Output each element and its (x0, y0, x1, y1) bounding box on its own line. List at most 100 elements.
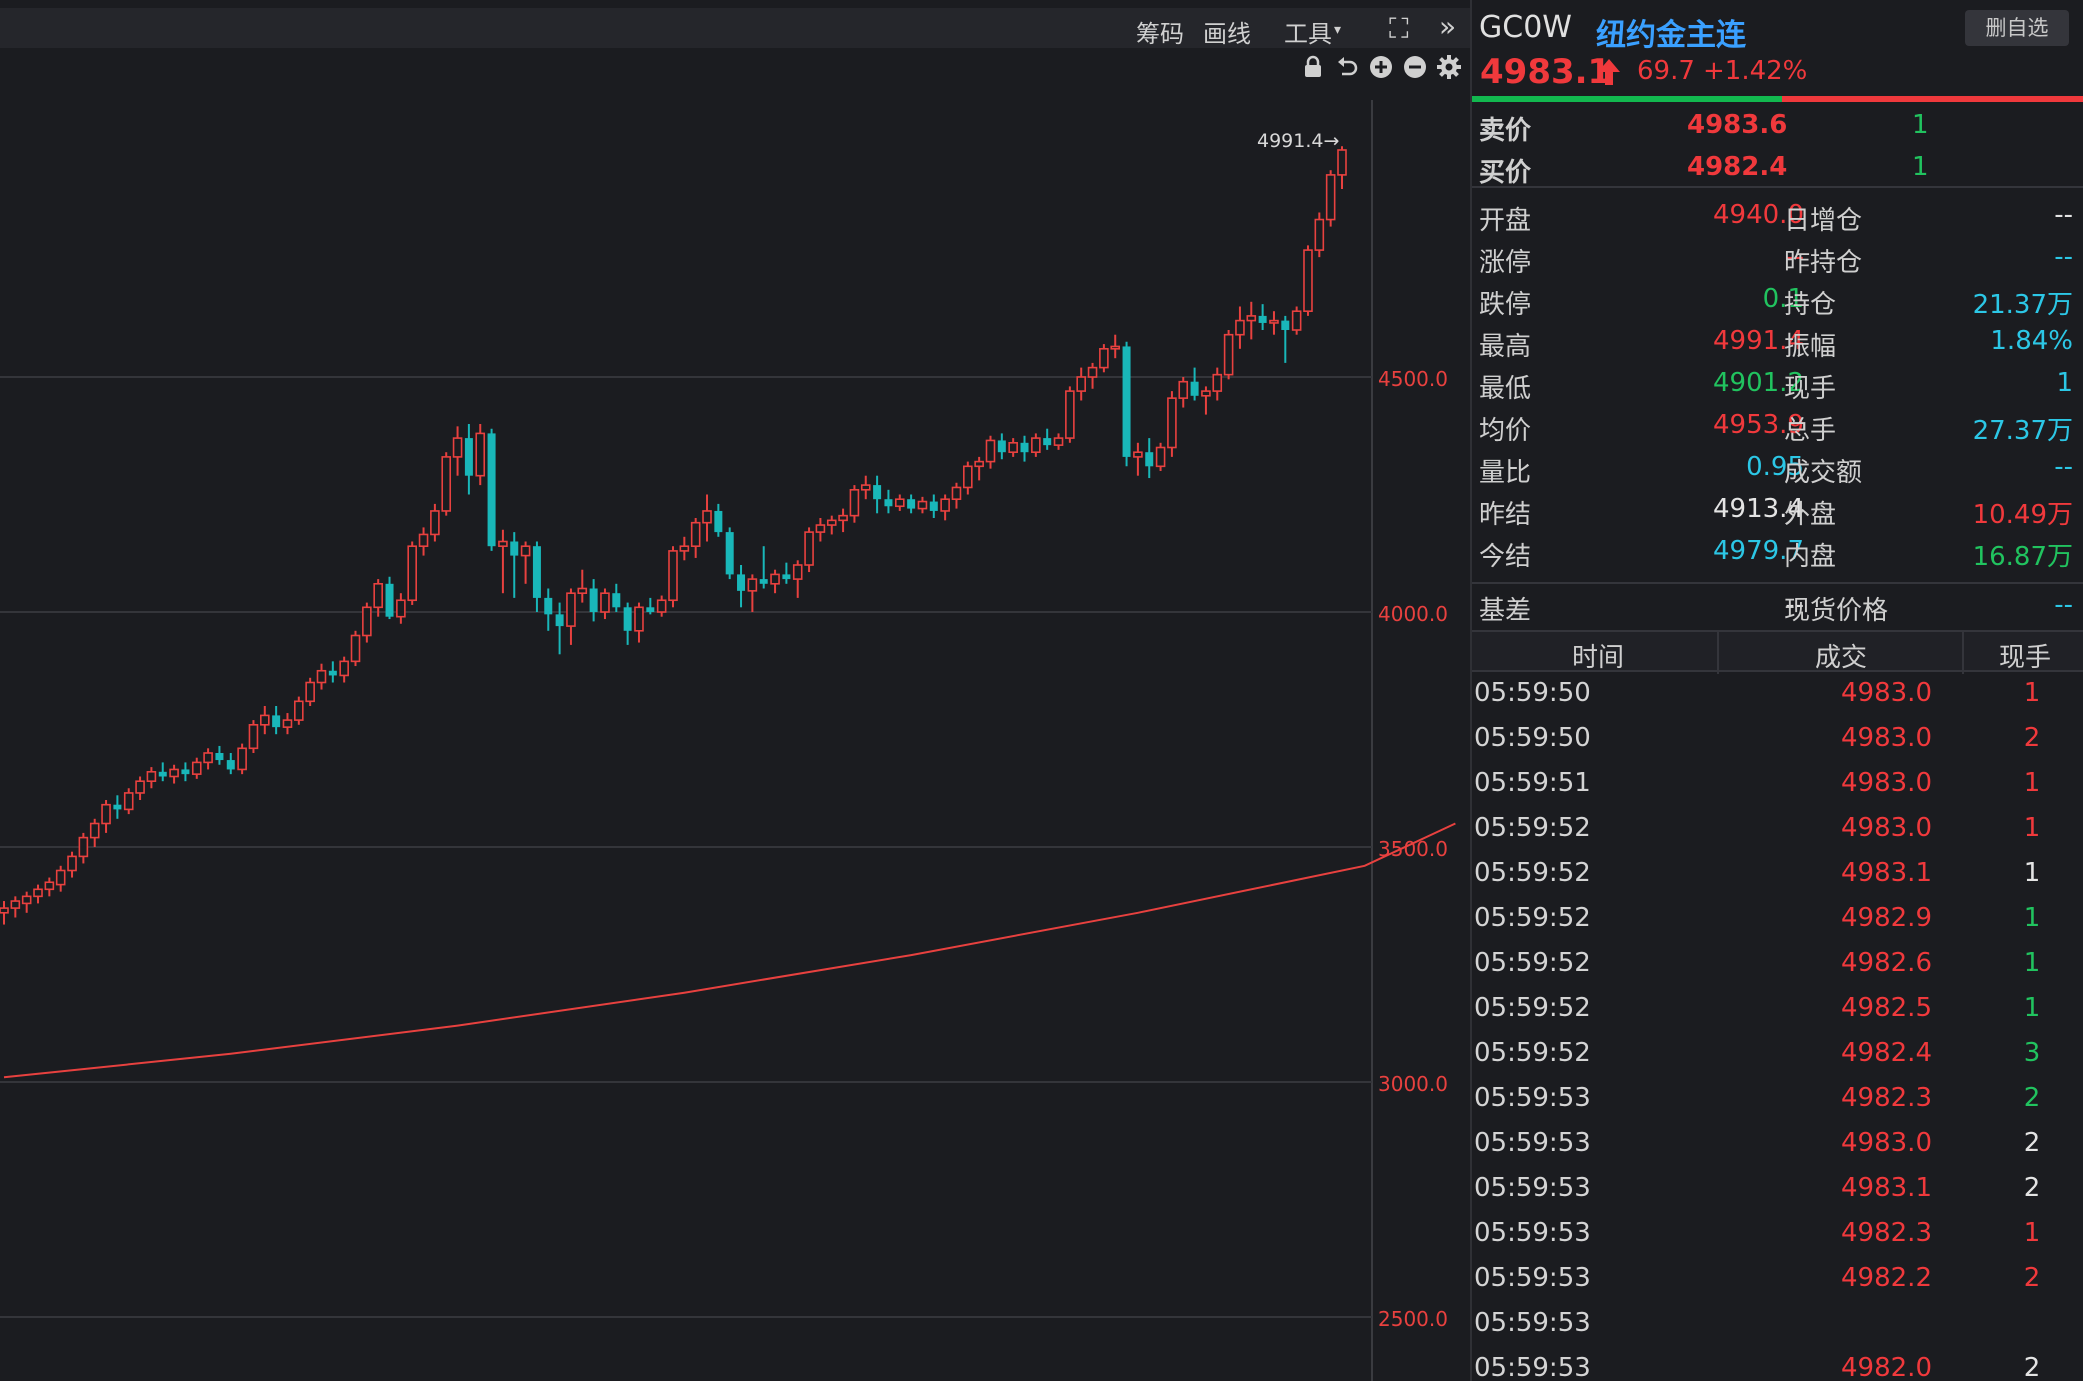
candle-body (248, 723, 259, 750)
tick-price: 4983.0 (1841, 723, 1932, 753)
spot-price-label: 现货价格 (1784, 596, 1889, 626)
candle-body (1314, 218, 1325, 251)
tick-price: 4982.4 (1841, 1038, 1932, 1068)
stat-label: 昨结 (1479, 500, 1532, 530)
candle-body (963, 465, 973, 489)
candle-body (272, 715, 281, 728)
candle-body (203, 752, 213, 764)
candle-body (555, 614, 564, 627)
tick-row: 05:59:52 4982.6 1 (1472, 944, 2083, 989)
tick-row: 05:59:53 4982.3 2 (1472, 1079, 2083, 1124)
candle-body (782, 574, 791, 580)
candle-body (21, 895, 32, 905)
stat-value: 4913.4 (1713, 494, 1804, 524)
stat-value: 10.49万 (1972, 500, 2073, 530)
stat-value: -- (1785, 242, 1804, 272)
candle-body (544, 597, 553, 615)
candle-body (135, 780, 145, 794)
stat-label: 现手 (1784, 374, 1837, 404)
tick-volume: 1 (2023, 993, 2041, 1023)
remove-watchlist-button[interactable]: 删自选 (1965, 10, 2069, 46)
candle-body (702, 510, 712, 524)
candle-body (1201, 390, 1211, 397)
tools-menu-button[interactable]: 工具 (1284, 20, 1332, 48)
spot-price-value: -- (2054, 590, 2073, 620)
tick-time: 05:59:53 (1474, 1263, 1591, 1293)
stat-label: 最高 (1479, 332, 1532, 362)
stat-value: 1 (2056, 368, 2073, 398)
stat-label: 外盘 (1784, 500, 1837, 530)
stat-value: 4979.7 (1713, 536, 1804, 566)
tick-price: 4982.9 (1841, 903, 1932, 933)
candle-body (1133, 451, 1143, 458)
lock-icon[interactable] (1300, 54, 1326, 80)
tick-row: 05:59:53 4982.2 2 (1472, 1259, 2083, 1304)
y-tick-label: 3000.0 (1378, 1072, 1448, 1096)
zoom-out-icon[interactable] (1402, 54, 1428, 80)
instrument-name[interactable]: 纽约金主连 (1596, 18, 1746, 53)
collapse-panel-icon[interactable]: » (1439, 10, 1457, 43)
candle-body (656, 599, 667, 613)
candle-body (452, 437, 463, 458)
tick-price: 4983.0 (1841, 768, 1932, 798)
candle-body (350, 634, 361, 663)
col-divider (1962, 632, 1964, 674)
chevron-down-icon[interactable]: ▾ (1334, 22, 1342, 38)
high-price-marker: 4991.4→ (1257, 130, 1339, 152)
fullscreen-icon[interactable]: ⛶ (1389, 12, 1409, 45)
buy-sell-ratio-bar-green (1472, 96, 1782, 102)
order-book-volume: 1 (1912, 110, 1929, 140)
tick-row: 05:59:52 4983.1 1 (1472, 854, 2083, 899)
candle-body (123, 792, 134, 811)
candle-body (1167, 397, 1177, 449)
candle-body (1065, 390, 1075, 439)
candle-body (894, 498, 905, 508)
candle-body (1190, 381, 1199, 396)
kline-chart[interactable]: 4500.0 4000.0 3500.0 3000.0 2500.0 4991.4→ (0, 0, 1470, 1381)
stat-value: 0.1 (1762, 284, 1804, 314)
basis-value: -- (1785, 590, 1804, 620)
chouma-button[interactable]: 筹码 (1136, 20, 1184, 48)
candle-body (158, 771, 167, 777)
symbol-code: GC0W (1479, 10, 1572, 45)
candle-body (418, 533, 429, 548)
candle-body (441, 456, 452, 512)
tick-time: 05:59:52 (1474, 813, 1591, 843)
candle-body (873, 485, 882, 500)
stats-row: 开盘 4940.0 日增仓 -- (1472, 198, 2083, 240)
candle-body (0, 907, 9, 914)
candle-body (759, 579, 768, 584)
order-book-row: 卖价 4983.6 1 (1472, 106, 2083, 146)
candle-body (679, 545, 690, 552)
candle-body (1155, 446, 1166, 468)
y-tick-label: 2500.0 (1378, 1307, 1448, 1331)
candle-body (498, 540, 508, 547)
chart-toolbar: 筹码 画线 工具 ▾ ⛶ » (0, 8, 1470, 48)
order-book-price: 4983.6 (1687, 110, 1788, 140)
draw-line-button[interactable]: 画线 (1203, 20, 1251, 48)
candle-body (1020, 442, 1029, 453)
candle-body (305, 681, 315, 703)
candle-body (520, 545, 531, 557)
candle-body (951, 486, 962, 501)
gear-icon[interactable] (1436, 54, 1462, 80)
stats-row: 昨结 4913.4 外盘 10.49万 (1472, 492, 2083, 534)
candle-body (997, 440, 1006, 453)
candle-body (826, 519, 837, 526)
candle-body (747, 578, 758, 592)
stats-row: 涨停 -- 昨持仓 -- (1472, 240, 2083, 282)
candle-body (1337, 149, 1347, 176)
stat-label: 量比 (1479, 458, 1532, 488)
tick-time: 05:59:52 (1474, 903, 1591, 933)
order-book-volume: 1 (1912, 152, 1929, 182)
undo-icon[interactable] (1334, 54, 1360, 80)
tick-row: 05:59:52 4982.9 1 (1472, 899, 2083, 944)
candle-body (339, 660, 349, 677)
candle-body (181, 769, 190, 775)
order-book-price: 4982.4 (1687, 152, 1788, 182)
tick-row: 05:59:52 4982.4 3 (1472, 1034, 2083, 1079)
stat-value: 27.37万 (1972, 416, 2073, 446)
zoom-in-icon[interactable] (1368, 54, 1394, 80)
candle-body (804, 531, 814, 566)
candle-body (815, 524, 826, 533)
